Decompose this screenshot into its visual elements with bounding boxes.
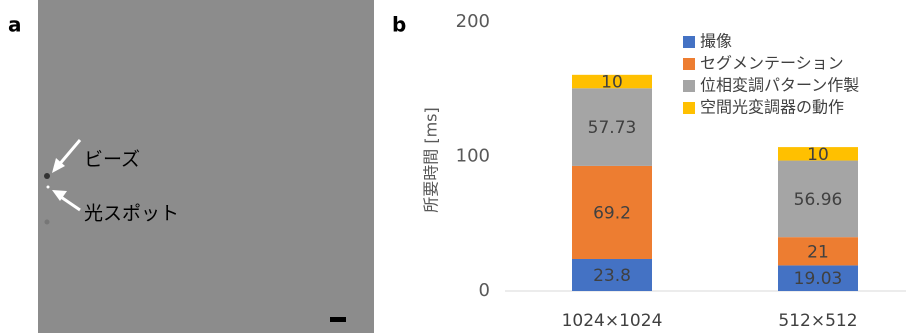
value-label: 10	[807, 145, 829, 165]
bead	[44, 173, 50, 179]
panel-label: a	[8, 13, 22, 37]
value-label: 19.03	[794, 269, 843, 289]
legend-swatch	[683, 102, 695, 114]
legend-label: 撮像	[700, 32, 732, 51]
x-tick-label: 512×512	[778, 311, 857, 331]
scale-bar	[330, 317, 346, 322]
y-axis-title: 所要時間 [ms]	[422, 107, 441, 213]
figure: a ビーズ 光スポット b 所要時間 [ms] 0 100 200 1024×1024…	[0, 0, 906, 333]
legend-label: 空間光変調器の動作	[700, 98, 844, 117]
bead	[45, 220, 50, 225]
legend-label: セグメンテーション	[700, 54, 844, 73]
value-label: 57.73	[588, 118, 637, 138]
value-label: 21	[807, 242, 829, 262]
y-tick-label: 0	[479, 280, 490, 301]
value-label: 10	[601, 73, 623, 93]
annotation: ビーズ	[84, 149, 140, 171]
y-tick-label: 100	[456, 146, 490, 167]
light-spot	[47, 186, 50, 189]
annotation: 光スポット	[84, 203, 179, 225]
legend-label: 位相変調パターン作製	[700, 76, 859, 95]
value-label: 69.2	[593, 203, 631, 223]
value-label: 56.96	[794, 190, 843, 210]
legend-swatch	[683, 36, 695, 48]
value-label: 23.8	[593, 266, 631, 286]
x-tick-label: 1024×1024	[562, 311, 663, 331]
legend-swatch	[683, 80, 695, 92]
legend-swatch	[683, 58, 695, 70]
panel-label: b	[392, 13, 406, 37]
y-tick-label: 200	[456, 11, 490, 32]
